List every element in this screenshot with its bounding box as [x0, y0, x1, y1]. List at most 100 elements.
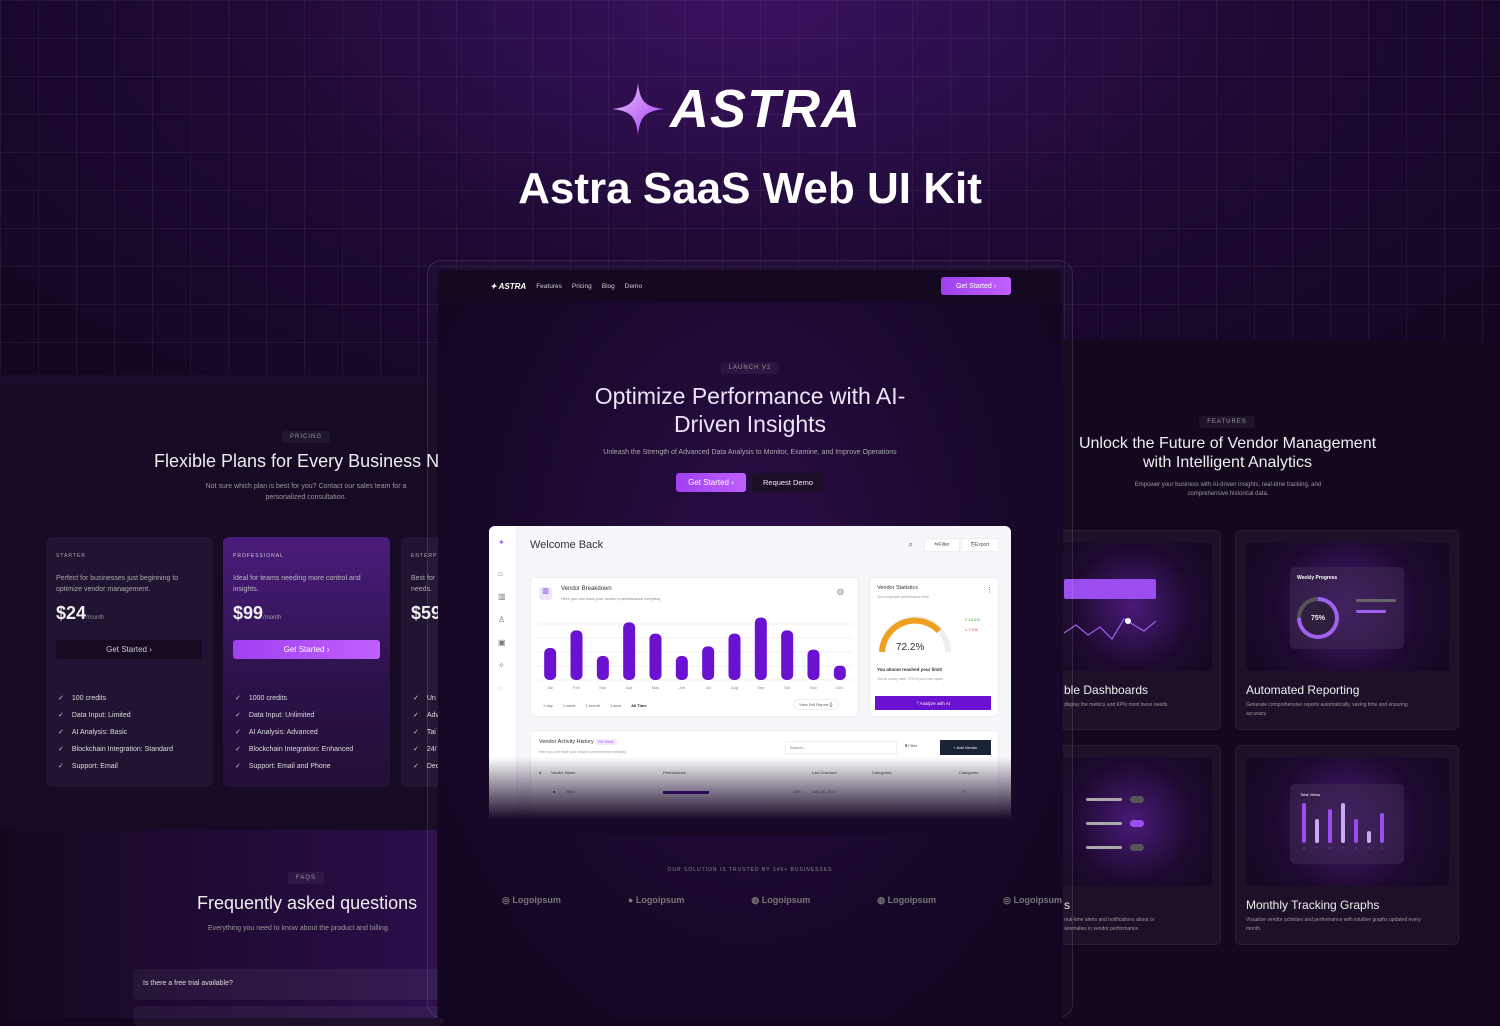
- nav-get-started-button[interactable]: Get Started ›: [941, 277, 1011, 295]
- feature-desc: Generate comprehensive reports automatic…: [1246, 702, 1408, 717]
- day-label: S: [1380, 846, 1383, 850]
- professional-get-started-button[interactable]: Get Started ›: [233, 640, 380, 659]
- nav-logo[interactable]: ✦ ASTRA: [490, 281, 527, 291]
- feature-title: Monthly Tracking Graphs: [1246, 898, 1380, 912]
- column-header: Categories: [872, 770, 892, 775]
- select-all-checkbox[interactable]: ●: [539, 770, 542, 775]
- widget-title: Weekly Progress: [1297, 575, 1338, 581]
- support-icon[interactable]: ◌: [498, 684, 503, 693]
- plan-feature: ✓ Un: [413, 695, 436, 702]
- feature-card-dashboards: ble Dashboards display the metrics and K…: [1063, 530, 1221, 730]
- edit-icon[interactable]: ✎: [963, 789, 967, 794]
- nav-link-pricing[interactable]: Pricing: [571, 282, 592, 290]
- column-header: Categories: [959, 770, 979, 775]
- faq-question[interactable]: [133, 1006, 443, 1026]
- plan-name: ENTERP: [411, 553, 438, 559]
- home-icon[interactable]: ⌂: [498, 569, 503, 578]
- plan-feature: ✓ Blockchain Integration: Enhanced: [235, 746, 354, 753]
- rocket-icon[interactable]: ✧: [498, 661, 505, 670]
- check-icon: ✓: [235, 763, 241, 770]
- partner-logo: ◍ Logoipsum: [751, 895, 811, 905]
- starter-get-started-button[interactable]: Get Started ›: [56, 640, 202, 659]
- export-button[interactable]: ⎘ Export: [961, 538, 999, 552]
- range-1-week[interactable]: 1 week: [562, 703, 576, 708]
- plan-feature: ✓ Blockchain Integration: Standard: [58, 746, 174, 753]
- partner-logo: ◎ Logoipsum: [502, 895, 561, 905]
- user-icon[interactable]: ♙: [498, 615, 506, 624]
- bar-jul[interactable]: [702, 646, 715, 680]
- feature-card-graphs: Total Views M T W T F S S Monthly Tracking Gra…: [1235, 745, 1459, 945]
- check-icon: ✓: [235, 695, 241, 702]
- views-bar: S: [1367, 831, 1371, 850]
- request-demo-button[interactable]: Request Demo: [752, 473, 824, 492]
- plan-feature: ✓ Data Input: Unlimited: [235, 712, 315, 719]
- range-1-day[interactable]: 1 day: [543, 703, 553, 708]
- feature-desc: Visualize vendor activities and performa…: [1246, 917, 1421, 932]
- plan-feature: ✓ Tai: [413, 729, 436, 736]
- views-bar: S: [1380, 813, 1384, 850]
- views-bar: T: [1341, 803, 1345, 850]
- hero-tag: LAUNCH V2: [720, 362, 780, 374]
- nav-link-blog[interactable]: Blog: [601, 282, 615, 290]
- stat-up: 19.2%: [968, 617, 980, 622]
- plan-price: $99: [233, 603, 264, 623]
- analyze-with-ai-button[interactable]: ✧ Analyze with AI: [875, 696, 991, 710]
- toggle-switch[interactable]: [1130, 820, 1144, 827]
- gauge: [879, 616, 951, 653]
- range-1-month[interactable]: 1 month: [585, 703, 600, 708]
- feature-title: s: [1064, 898, 1070, 912]
- x-tick-label: Apr: [626, 685, 633, 690]
- hero-subtitle: Unleash the Strength of Advanced Data An…: [603, 449, 897, 456]
- bar-mar[interactable]: [596, 656, 609, 680]
- limit-title: You almost reached your limit!: [877, 667, 943, 672]
- faq-question[interactable]: Is there a free trial available?: [133, 969, 443, 1000]
- plan-feature: ✓ AI Analysis: Basic: [58, 729, 128, 736]
- alerts-illustration: [1063, 758, 1212, 886]
- column-header: Performance: [663, 770, 686, 775]
- filter-button[interactable]: ⇋ Filter: [924, 538, 960, 552]
- x-tick-label: Oct: [784, 685, 791, 690]
- limit-text: You've nearly used 72% of your free spac…: [877, 677, 944, 681]
- search-icon[interactable]: ⌕: [908, 539, 914, 549]
- line-graph-icon: [1064, 618, 1156, 640]
- features-title: Unlock the Future of Vendor Management w…: [1078, 435, 1377, 471]
- globe-icon[interactable]: ◍: [837, 587, 844, 596]
- activity-filter-button[interactable]: ⩩ Filter: [905, 743, 918, 748]
- x-tick-label: Jan: [547, 685, 553, 690]
- dashboard-sidebar: ✦ ⌂ ▥ ♙ ▣ ✧ ◌: [489, 526, 517, 830]
- bar-dec[interactable]: [833, 665, 846, 680]
- check-icon: ✓: [235, 712, 241, 719]
- bar-feb[interactable]: [570, 630, 583, 680]
- vendor-search-input[interactable]: [785, 741, 897, 754]
- plan-feature: ✓ Ded: [413, 763, 440, 770]
- x-tick-label: Feb: [573, 685, 581, 690]
- more-icon[interactable]: ⋮: [986, 587, 993, 594]
- check-icon: ✓: [58, 729, 64, 736]
- plan-desc: Best for needs.: [411, 575, 436, 593]
- bar-sep[interactable]: [754, 617, 767, 680]
- calendar-icon[interactable]: ▣: [498, 638, 506, 647]
- bar-may[interactable]: [649, 633, 662, 680]
- column-header[interactable]: Vendor Name: [551, 770, 576, 775]
- add-vendor-button[interactable]: + Add Vendor: [940, 740, 991, 755]
- feature-title: Automated Reporting: [1246, 683, 1360, 697]
- bar-aug[interactable]: [728, 633, 741, 680]
- vendor-logo: ■: [553, 789, 556, 794]
- nav-link-demo[interactable]: Demo: [624, 282, 643, 290]
- bar-oct[interactable]: [781, 630, 794, 680]
- range-all-time[interactable]: All Time: [631, 703, 647, 708]
- bar-jan[interactable]: [544, 648, 557, 680]
- range-1-year[interactable]: 1 year: [609, 703, 622, 708]
- bar-nov[interactable]: [807, 649, 820, 680]
- bar-jun[interactable]: [675, 656, 688, 680]
- feature-title: ble Dashboards: [1064, 683, 1149, 697]
- view-full-report-button[interactable]: View Full Report ⎙: [793, 699, 839, 710]
- feature-desc: real-time alerts and notifications about…: [1064, 917, 1155, 932]
- bar-apr[interactable]: [623, 622, 636, 680]
- day-label: T: [1342, 846, 1344, 850]
- nav-link-features[interactable]: Features: [536, 282, 562, 290]
- chart-icon[interactable]: ▥: [498, 592, 506, 601]
- last-checked: July 15, 2024: [812, 789, 836, 794]
- hero-get-started-button[interactable]: Get Started ›: [676, 473, 746, 492]
- brand-name: ASTRA: [670, 79, 861, 139]
